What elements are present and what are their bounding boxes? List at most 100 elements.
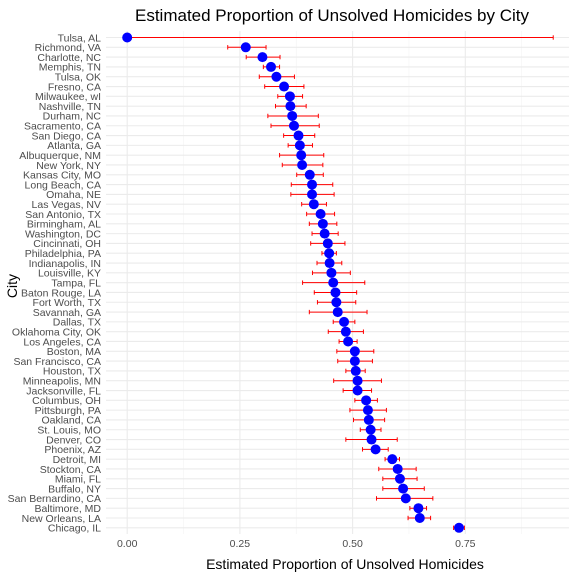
data-point: [288, 120, 299, 131]
y-tick-label: Atlanta, GA: [47, 140, 101, 152]
data-point: [350, 365, 361, 376]
data-point: [349, 356, 360, 367]
y-tick-label: Tulsa, AL: [58, 32, 102, 44]
y-tick-label: Houston, TX: [43, 366, 101, 378]
y-tick-label: Albuquerque, NM: [19, 150, 101, 162]
y-tick-label: Washington, DC: [25, 228, 101, 240]
y-tick-label: Philadelphia, PA: [25, 248, 101, 260]
y-tick-label: San Francisco, CA: [13, 356, 101, 368]
data-point: [331, 297, 342, 308]
y-tick-label: Dallas, TX: [53, 317, 101, 329]
y-tick-label: Milwaukee, wI: [35, 91, 101, 103]
data-point: [122, 32, 133, 43]
data-point: [361, 395, 372, 406]
data-point: [293, 130, 304, 141]
y-tick-label: Minneapolis, MN: [23, 376, 101, 388]
y-tick-label: Louisville, KY: [38, 268, 101, 280]
y-tick-label: Memphis, TN: [39, 62, 101, 74]
data-point: [297, 159, 308, 170]
y-tick-label: Tampa, FL: [51, 277, 101, 289]
y-tick-label: St. Louis, MO: [37, 425, 101, 437]
data-point: [294, 140, 305, 151]
data-point: [366, 434, 377, 445]
y-tick-label: Omaha, NE: [46, 189, 101, 201]
data-point: [394, 473, 405, 484]
y-tick-label: Detroit, MI: [53, 454, 101, 466]
data-point: [362, 405, 373, 416]
data-point: [317, 218, 328, 229]
y-tick-label: Buffalo, NY: [48, 483, 101, 495]
error-bar: [126, 35, 554, 40]
y-tick-label: Richmond, VA: [35, 42, 101, 54]
data-point: [340, 326, 351, 337]
y-tick-label: Fort Worth, TX: [33, 297, 101, 309]
y-tick-label: Baltimore, MD: [34, 503, 101, 515]
data-point: [266, 61, 277, 72]
chart-title: Estimated Proportion of Unsolved Homicid…: [135, 6, 529, 25]
data-point: [240, 42, 251, 53]
y-tick-label: New York, NY: [36, 160, 101, 172]
y-tick-label: Birmingham, AL: [27, 219, 101, 231]
data-point: [307, 189, 318, 200]
y-tick-label: Pittsburgh, PA: [35, 405, 101, 417]
data-point: [322, 238, 333, 249]
data-point: [284, 91, 295, 102]
y-axis-title: City: [4, 274, 20, 298]
x-tick-label: 0.50: [342, 538, 363, 550]
data-point: [279, 81, 290, 92]
data-point: [315, 209, 326, 220]
data-point: [285, 101, 296, 112]
data-point: [257, 52, 268, 63]
y-tick-label: Denver, CO: [46, 434, 101, 446]
y-tick-label: Savannah, GA: [33, 307, 101, 319]
data-point: [352, 385, 363, 396]
data-point: [324, 258, 335, 269]
data-point: [370, 444, 381, 455]
y-tick-label: Sacramento, CA: [24, 121, 101, 133]
data-point: [328, 277, 339, 288]
data-points: [122, 32, 464, 533]
y-tick-label: Cincinnati, OH: [33, 238, 101, 250]
data-point: [326, 267, 337, 278]
data-point: [307, 179, 318, 190]
y-tick-label: Las Vegas, NV: [32, 199, 101, 211]
y-tick-label: Charlotte, NC: [37, 52, 101, 64]
y-tick-label: Fresno, CA: [48, 81, 101, 93]
data-point: [330, 287, 341, 298]
y-tick-label: San Bernardino, CA: [8, 493, 101, 505]
data-point: [392, 463, 403, 474]
y-tick-label: Stockton, CA: [40, 464, 101, 476]
data-point: [332, 307, 343, 318]
y-tick-label: San Antonio, TX: [25, 209, 101, 221]
y-tick-label: San Diego, CA: [32, 130, 101, 142]
x-tick-label: 0.75: [455, 538, 476, 550]
y-tick-label: Los Angeles, CA: [23, 336, 101, 348]
y-tick-label: Long Beach, CA: [25, 179, 101, 191]
y-tick-label: Oakland, CA: [41, 415, 101, 427]
data-point: [414, 512, 425, 523]
data-point: [287, 110, 298, 121]
data-point: [343, 336, 354, 347]
data-point: [324, 248, 335, 259]
data-point: [352, 375, 363, 386]
data-point: [319, 228, 330, 239]
data-point: [308, 199, 319, 210]
data-point: [363, 414, 374, 425]
y-tick-label: New Orleans, LA: [22, 513, 101, 525]
y-tick-label: Phoenix, AZ: [44, 444, 101, 456]
data-point: [413, 503, 424, 514]
x-axis-title: Estimated Proportion of Unsolved Homicid…: [206, 556, 484, 572]
data-point: [365, 424, 376, 435]
y-tick-label: Oklahoma City, OK: [12, 326, 101, 338]
data-point: [349, 346, 360, 357]
y-tick-label: Miami, FL: [55, 474, 101, 486]
y-tick-label: Columbus, OH: [32, 395, 101, 407]
data-point: [400, 493, 411, 504]
y-tick-label: Durham, NC: [43, 111, 102, 123]
data-point: [387, 454, 398, 465]
data-point: [398, 483, 409, 494]
data-point: [339, 316, 350, 327]
